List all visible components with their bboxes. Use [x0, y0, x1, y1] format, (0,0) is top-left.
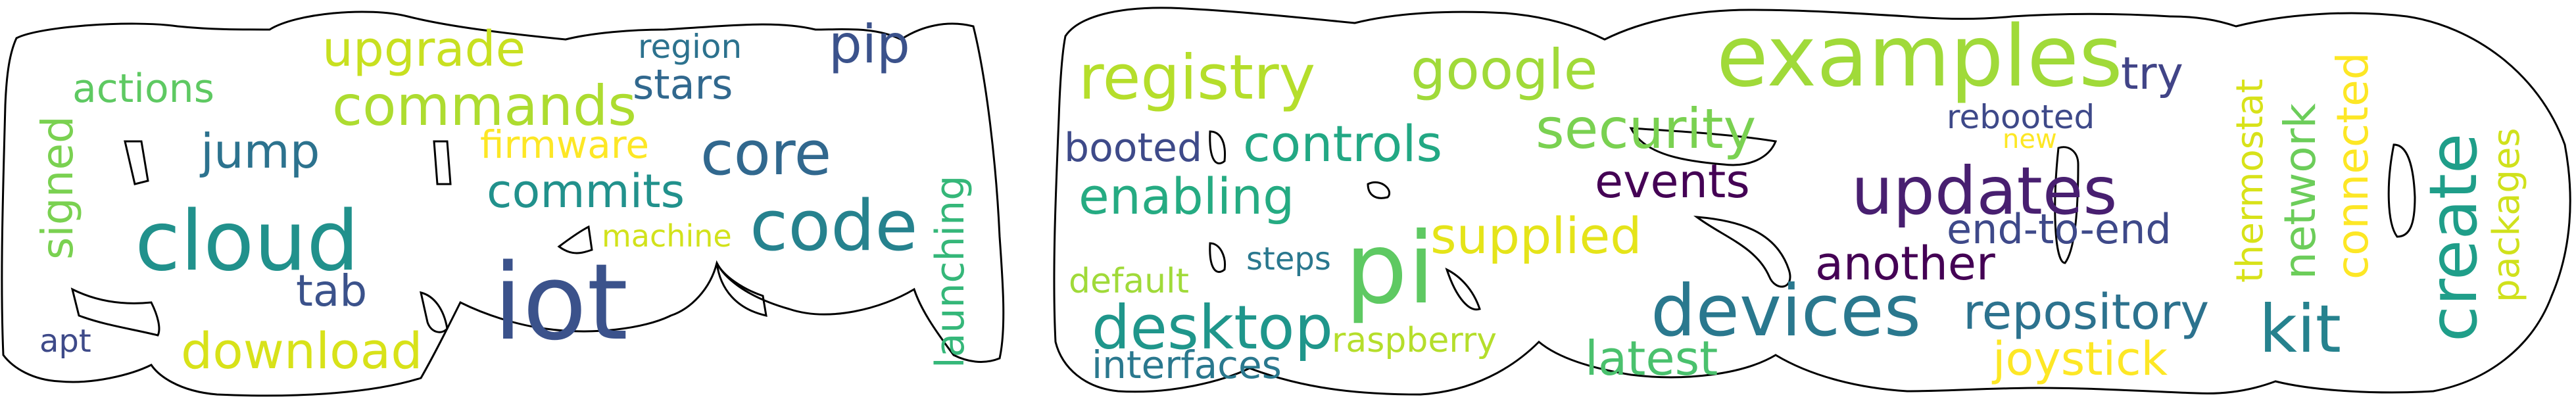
word-joystick: joystick: [1991, 332, 2168, 386]
word-new: new: [2003, 124, 2057, 155]
word-enabling: enabling: [1079, 167, 1294, 226]
word-pi: pi: [1345, 212, 1435, 326]
word-devices: devices: [1651, 270, 1921, 352]
word-try: try: [2121, 48, 2183, 100]
word-another: another: [1815, 237, 1995, 291]
word-interfaces: interfaces: [1092, 343, 1282, 387]
word-security: security: [1536, 97, 1756, 161]
word-supplied: supplied: [1430, 206, 1641, 265]
word-repository: repository: [1963, 284, 2209, 341]
word-cloud: cloud: [135, 193, 359, 289]
word-actions: actions: [72, 66, 214, 112]
word-commits: commits: [487, 164, 685, 218]
word-code: code: [750, 185, 918, 266]
word-jump: jump: [199, 124, 320, 179]
word-machine: machine: [602, 218, 732, 254]
word-steps: steps: [1246, 241, 1331, 277]
mask-outline-right: [1053, 7, 2571, 396]
word-updates: updates: [1851, 153, 2117, 229]
word-signed: signed: [32, 116, 83, 260]
word-examples: examples: [1716, 8, 2123, 106]
word-default: default: [1069, 262, 1189, 301]
word-latest: latest: [1585, 331, 1718, 386]
word-events: events: [1595, 155, 1750, 208]
word-raspberry: raspberry: [1332, 321, 1497, 360]
word-create: create: [2415, 133, 2492, 342]
word-controls: controls: [1243, 114, 1442, 173]
word-commands: commands: [332, 74, 637, 138]
word-thermostat: thermostat: [2229, 79, 2272, 283]
word-booted: booted: [1064, 125, 1202, 171]
word-end-to-end: end-to-end: [1947, 205, 2172, 253]
word-download: download: [181, 322, 423, 380]
word-upgrade: upgrade: [322, 21, 525, 78]
word-connected: connected: [2327, 52, 2378, 279]
word-tab: tab: [296, 266, 367, 316]
word-google: google: [1411, 37, 1597, 102]
word-core: core: [700, 118, 831, 189]
word-firmware: firmware: [480, 122, 649, 167]
mask-outline-left: [1, 11, 1005, 397]
word-registry: registry: [1079, 42, 1315, 114]
words-layer: actions upgrade region pip stars command…: [32, 8, 2528, 387]
word-desktop: desktop: [1092, 293, 1333, 363]
word-pip: pip: [829, 14, 910, 75]
word-rebooted: rebooted: [1947, 98, 2095, 136]
word-network: network: [2275, 103, 2325, 279]
word-packages: packages: [2485, 128, 2528, 302]
word-stars: stars: [633, 60, 733, 108]
word-kit: kit: [2259, 291, 2341, 368]
word-launching: launching: [927, 176, 973, 368]
word-apt: apt: [39, 323, 91, 360]
word-region: region: [638, 28, 742, 66]
word-iot: iot: [493, 241, 628, 364]
